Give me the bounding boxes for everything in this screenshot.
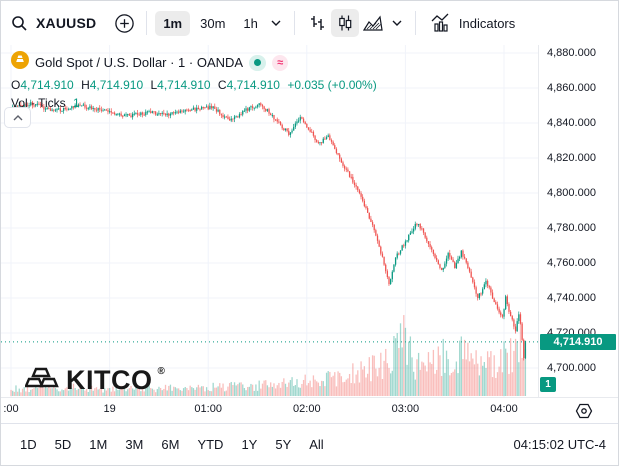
registered-mark: ® — [157, 366, 165, 377]
legend-title-row[interactable]: Gold Spot / U.S. Dollar · 1 · OANDA ≈ — [11, 51, 377, 74]
price-tick-label: 4,700.000 — [547, 361, 596, 374]
price-tick-label: 4,760.000 — [547, 256, 596, 269]
range-button-3M[interactable]: 3M — [125, 437, 144, 452]
time-tick-label: :00 — [3, 403, 19, 415]
price-tick-label: 4,780.000 — [547, 221, 596, 234]
date-range-group: 1D 5D 1M 3M 6M YTD 1Y 5Y All — [13, 433, 331, 456]
toolbar-separator — [414, 11, 416, 35]
gold-coin-icon — [11, 51, 29, 74]
indicators-icon — [430, 13, 452, 33]
clock[interactable]: 04:15:02 UTC-4 — [513, 437, 607, 452]
price-tick-label: 4,880.000 — [547, 46, 596, 59]
range-button-5D[interactable]: 5D — [54, 437, 72, 452]
compare-add-symbol-button[interactable] — [110, 9, 138, 37]
price-tick-label: 4,800.000 — [547, 186, 596, 199]
close-label: C — [217, 78, 227, 92]
indicators-label: Indicators — [458, 15, 516, 31]
change-value: +0.035 (+0.00%) — [287, 78, 377, 92]
top-toolbar: XAUUSD 1m 30m 1h Indicators — [1, 1, 618, 45]
interval-button-30m[interactable]: 30m — [200, 15, 226, 31]
symbol-search[interactable]: XAUUSD — [11, 15, 96, 32]
range-button-YTD[interactable]: YTD — [197, 437, 224, 452]
range-button-1M[interactable]: 1M — [89, 437, 108, 452]
interval-chevron-down-icon[interactable] — [266, 9, 286, 37]
current-price-tag: 4,714.910 — [540, 333, 616, 350]
time-axis[interactable]: :00 19 01:00 02:00 03:00 04:00 — [1, 397, 618, 425]
price-axis[interactable]: 4,880.000 4,860.000 4,840.000 4,820.000 4,80… — [538, 45, 618, 397]
volume-axis-badge: 1 — [540, 377, 556, 392]
close-value: 4,714.910 — [226, 78, 280, 92]
high-value: 4,714.910 — [89, 78, 144, 92]
kitco-logo-text: KITCO — [66, 365, 153, 395]
volume-row[interactable]: Vol · Ticks 1 — [11, 96, 377, 110]
low-value: 4,714.910 — [157, 78, 211, 92]
range-button-5Y[interactable]: 5Y — [275, 437, 292, 452]
interval-group: 1m 30m 1h — [155, 10, 266, 36]
toolbar-separator — [293, 11, 295, 35]
search-icon[interactable] — [11, 15, 28, 32]
kitco-watermark: KITCO ® — [24, 365, 165, 396]
price-tick-label: 4,740.000 — [547, 291, 596, 304]
range-button-1D[interactable]: 1D — [20, 437, 37, 452]
low-label: L — [150, 78, 158, 92]
time-tick-label: 02:00 — [293, 403, 321, 415]
chevron-up-icon — [13, 114, 22, 120]
volume-label: Vol · Ticks — [11, 96, 66, 110]
candlestick-chart-type-icon[interactable] — [330, 9, 359, 37]
delayed-data-icon[interactable]: ≈ — [272, 54, 289, 71]
candles — [10, 99, 527, 361]
range-button-1Y[interactable]: 1Y — [241, 437, 258, 452]
legend-title[interactable]: Gold Spot / U.S. Dollar · 1 · OANDA — [35, 55, 244, 70]
indicators-button[interactable]: Indicators — [424, 9, 521, 37]
bar-chart-type-icon[interactable] — [303, 9, 331, 37]
range-button-All[interactable]: All — [309, 437, 324, 452]
price-tick-label: 4,860.000 — [547, 81, 596, 94]
time-tick-label: 19 — [103, 403, 116, 415]
time-tick-label: 03:00 — [391, 403, 420, 415]
symbol-name[interactable]: XAUUSD — [36, 15, 97, 31]
volume-value: 1 — [73, 96, 80, 110]
chart-type-chevron-down-icon[interactable] — [387, 9, 407, 37]
volume-bars — [10, 315, 527, 396]
bottom-toolbar: 1D 5D 1M 3M 6M YTD 1Y 5Y All 04:15:02 UTC-4 — [1, 423, 618, 465]
kitco-gold-bars-icon — [24, 365, 61, 396]
market-status-pill[interactable] — [249, 54, 267, 71]
time-tick-label: 01:00 — [194, 403, 222, 415]
symbol-legend: Gold Spot / U.S. Dollar · 1 · OANDA ≈ O4… — [11, 51, 377, 110]
interval-button-1m[interactable]: 1m — [155, 10, 191, 36]
time-tick-label: 04:00 — [490, 403, 518, 415]
ohlc-row: O4,714.910 H4,714.910 L4,714.910 C4,714.… — [11, 78, 377, 92]
open-label: O — [11, 78, 21, 92]
area-chart-type-icon[interactable] — [359, 9, 387, 37]
open-value: 4,714.910 — [20, 78, 74, 92]
high-label: H — [81, 78, 90, 92]
gridlines — [1, 45, 538, 397]
interval-button-1h[interactable]: 1h — [243, 15, 258, 31]
toolbar-separator — [146, 11, 148, 35]
price-tick-label: 4,840.000 — [547, 116, 596, 129]
range-button-6M[interactable]: 6M — [161, 437, 180, 452]
timezone-settings-icon[interactable] — [574, 401, 594, 426]
price-tick-label: 4,820.000 — [547, 151, 596, 164]
market-open-dot-icon — [254, 59, 262, 66]
legend-collapse-button[interactable] — [4, 107, 31, 128]
chart-area[interactable]: Gold Spot / U.S. Dollar · 1 · OANDA ≈ O4… — [1, 45, 618, 425]
